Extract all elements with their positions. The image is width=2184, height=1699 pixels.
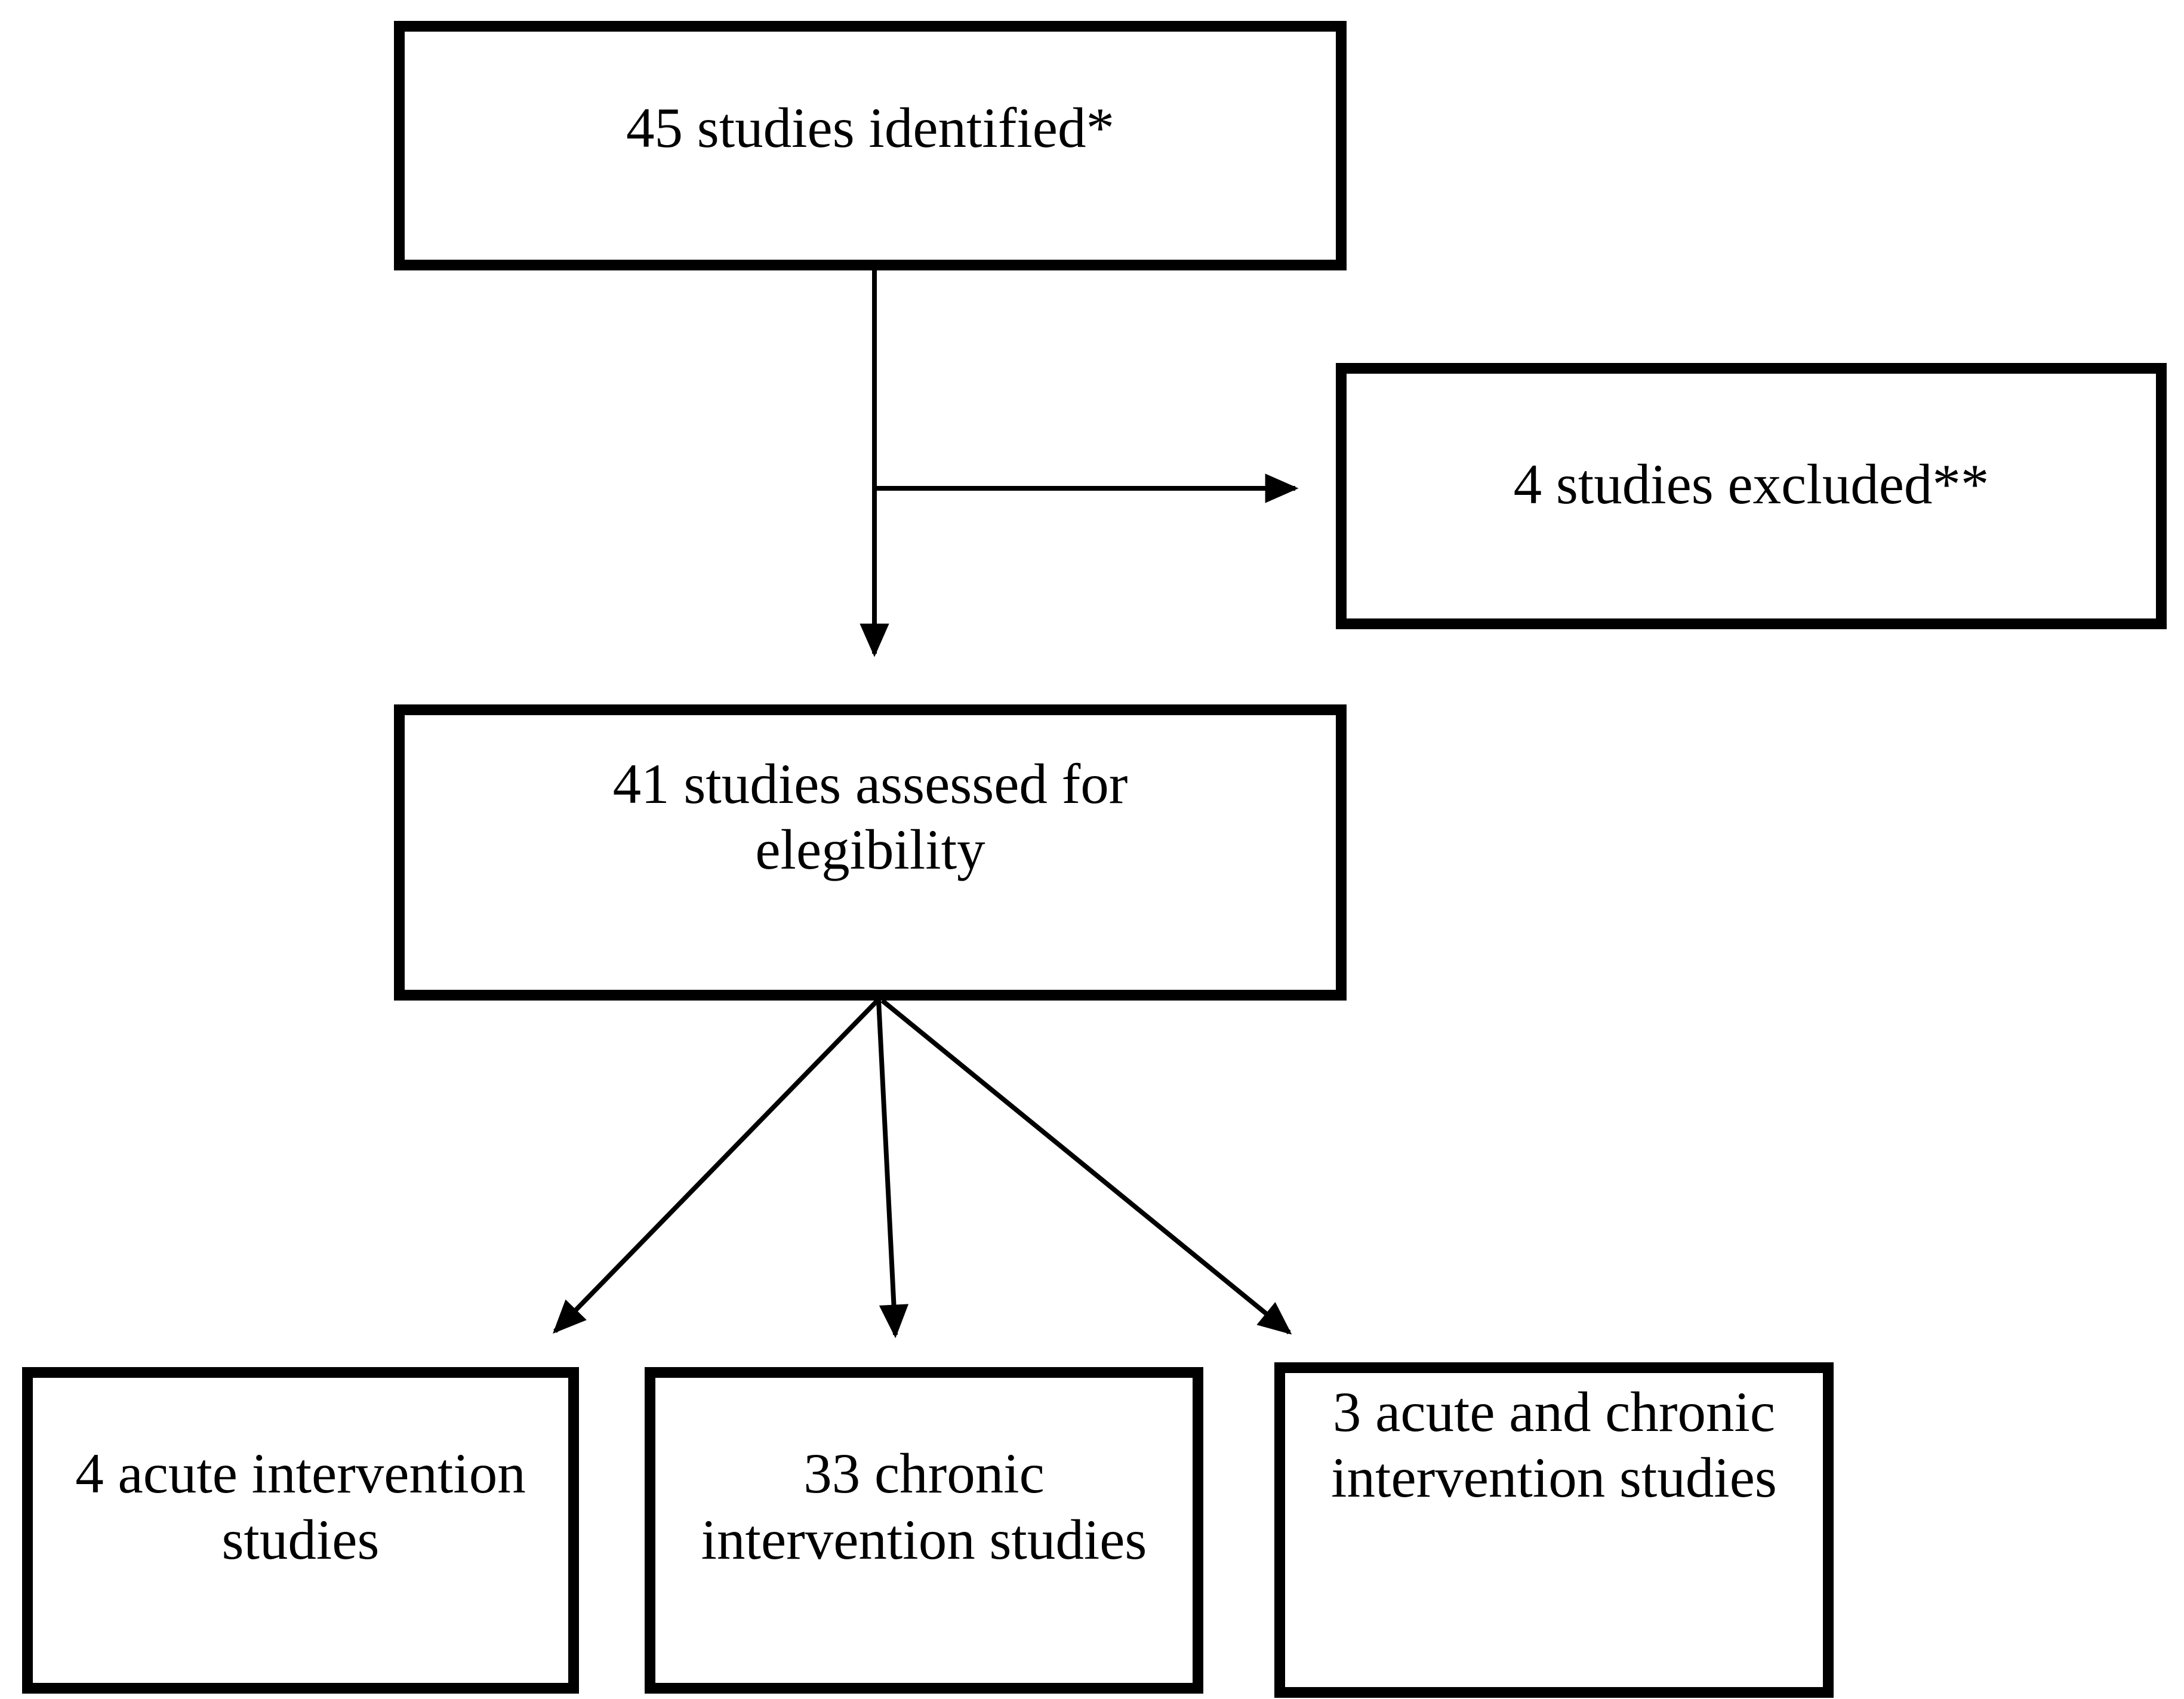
chronic-outcome-box: 33 chronic intervention studies [645,1367,1203,1694]
assessed-box-line-1: 41 studies assessed for [612,752,1128,815]
excluded-box-label: 4 studies excluded** [1513,452,1989,516]
identified-box: 45 studies identified* [394,21,1347,270]
arrow-assessed-to-chronic [876,1000,909,1338]
acute-chronic-outcome-box: 3 acute and chronic intervention studies [1274,1362,1834,1698]
chronic-outcome-label: 33 chronic intervention studies [701,1442,1147,1571]
assessed-box-line-2: elegibility [755,818,985,881]
arrow-assessed-to-acute [553,999,879,1334]
acute-outcome-label: 4 acute intervention studies [75,1442,526,1571]
acute-chronic-outcome-label: 3 acute and chronic intervention studies [1331,1380,1777,1510]
excluded-box: 4 studies excluded** [1336,363,2167,629]
identified-box-label: 45 studies identified* [626,96,1114,159]
acute-outcome-box: 4 acute intervention studies [22,1367,579,1694]
arrow-assessed-to-acute-chronic [880,998,1292,1335]
assessed-box: 41 studies assessed for elegibility [394,704,1347,1001]
